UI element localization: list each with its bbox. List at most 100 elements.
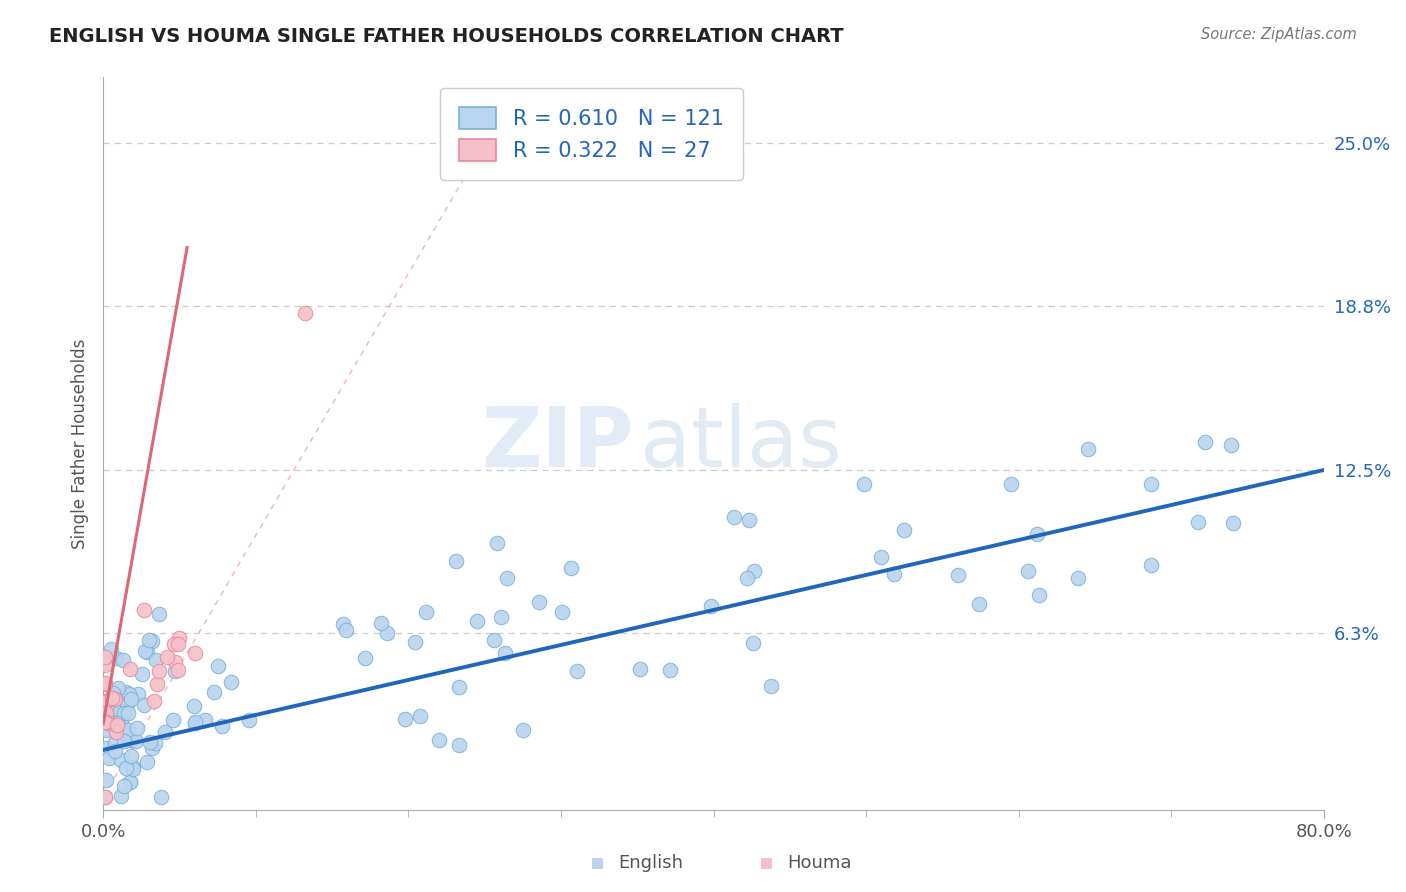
Point	[94, 773, 117, 788]
Point	[741, 636, 763, 650]
Point	[101, 703, 124, 717]
Point	[658, 664, 681, 678]
Point	[115, 685, 138, 699]
Point	[122, 762, 145, 776]
Point	[105, 715, 128, 730]
Point	[156, 649, 179, 664]
Point	[735, 571, 758, 585]
Point	[141, 634, 163, 648]
Point	[110, 789, 132, 803]
Point	[169, 631, 191, 645]
Point	[1000, 477, 1022, 491]
Point	[97, 751, 120, 765]
Point	[141, 741, 163, 756]
Point	[118, 774, 141, 789]
Point	[1140, 476, 1163, 491]
Point	[120, 733, 142, 747]
Point	[108, 704, 131, 718]
Point	[145, 653, 167, 667]
Point	[166, 663, 188, 677]
Point	[93, 790, 115, 805]
Point	[115, 688, 138, 702]
Point	[394, 712, 416, 726]
Point	[447, 680, 470, 694]
Point	[1220, 438, 1243, 452]
Point	[486, 536, 509, 550]
Point	[738, 513, 761, 527]
Point	[1077, 442, 1099, 457]
Point	[93, 790, 115, 805]
Point	[120, 692, 142, 706]
Point	[967, 597, 990, 611]
Point	[104, 736, 127, 750]
Point	[121, 760, 143, 774]
Point	[415, 605, 437, 619]
Point	[143, 736, 166, 750]
Point	[700, 599, 723, 614]
Point	[183, 698, 205, 713]
Text: Houma: Houma	[787, 855, 852, 872]
Point	[101, 707, 124, 722]
Point	[96, 714, 118, 729]
Point	[332, 617, 354, 632]
Point	[118, 662, 141, 676]
Point	[852, 477, 875, 491]
Point	[238, 713, 260, 727]
Point	[103, 686, 125, 700]
Point	[723, 509, 745, 524]
Point	[94, 657, 117, 671]
Point	[96, 716, 118, 731]
Point	[219, 675, 242, 690]
Point	[527, 595, 550, 609]
Point	[94, 677, 117, 691]
Point	[560, 561, 582, 575]
Point	[131, 667, 153, 681]
Point	[101, 691, 124, 706]
Point	[118, 688, 141, 702]
Point	[375, 625, 398, 640]
Point	[138, 632, 160, 647]
Point	[104, 692, 127, 706]
Point	[870, 549, 893, 564]
Point	[202, 685, 225, 699]
Point	[744, 564, 766, 578]
Point	[117, 723, 139, 737]
Text: Source: ZipAtlas.com: Source: ZipAtlas.com	[1201, 27, 1357, 42]
Point	[105, 651, 128, 665]
Text: English: English	[619, 855, 683, 872]
Point	[761, 679, 783, 693]
Point	[294, 306, 316, 320]
Point	[496, 570, 519, 584]
Point	[121, 749, 143, 764]
Point	[1194, 434, 1216, 449]
Point	[117, 706, 139, 721]
Point	[149, 790, 172, 805]
Point	[446, 554, 468, 568]
Point	[93, 676, 115, 690]
Point	[146, 677, 169, 691]
Point	[565, 664, 588, 678]
Point	[132, 603, 155, 617]
Point	[118, 775, 141, 789]
Point	[465, 615, 488, 629]
Text: ENGLISH VS HOUMA SINGLE FATHER HOUSEHOLDS CORRELATION CHART: ENGLISH VS HOUMA SINGLE FATHER HOUSEHOLD…	[49, 27, 844, 45]
Point	[101, 697, 124, 711]
Point	[1028, 588, 1050, 602]
Point	[489, 610, 512, 624]
Point	[163, 637, 186, 651]
Point	[1025, 527, 1047, 541]
Point	[893, 523, 915, 537]
Point	[110, 753, 132, 767]
Point	[183, 714, 205, 729]
Point	[353, 651, 375, 665]
Point	[883, 567, 905, 582]
Point	[1187, 515, 1209, 529]
Text: ▪: ▪	[591, 853, 605, 872]
Point	[139, 735, 162, 749]
Point	[409, 708, 432, 723]
Point	[335, 623, 357, 637]
Point	[114, 724, 136, 739]
Point	[211, 718, 233, 732]
Point	[512, 723, 534, 737]
Point	[107, 681, 129, 695]
